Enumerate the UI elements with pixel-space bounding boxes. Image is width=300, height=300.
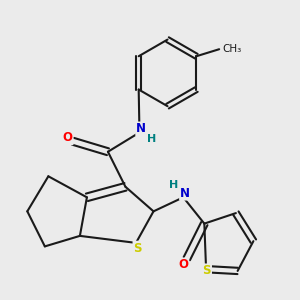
Text: H: H xyxy=(169,180,178,190)
Text: CH₃: CH₃ xyxy=(222,44,241,54)
Text: O: O xyxy=(178,259,188,272)
Text: S: S xyxy=(134,242,142,255)
Text: S: S xyxy=(202,264,211,278)
Text: O: O xyxy=(63,131,73,144)
Text: N: N xyxy=(136,122,146,136)
Text: H: H xyxy=(147,134,156,144)
Text: N: N xyxy=(180,187,190,200)
